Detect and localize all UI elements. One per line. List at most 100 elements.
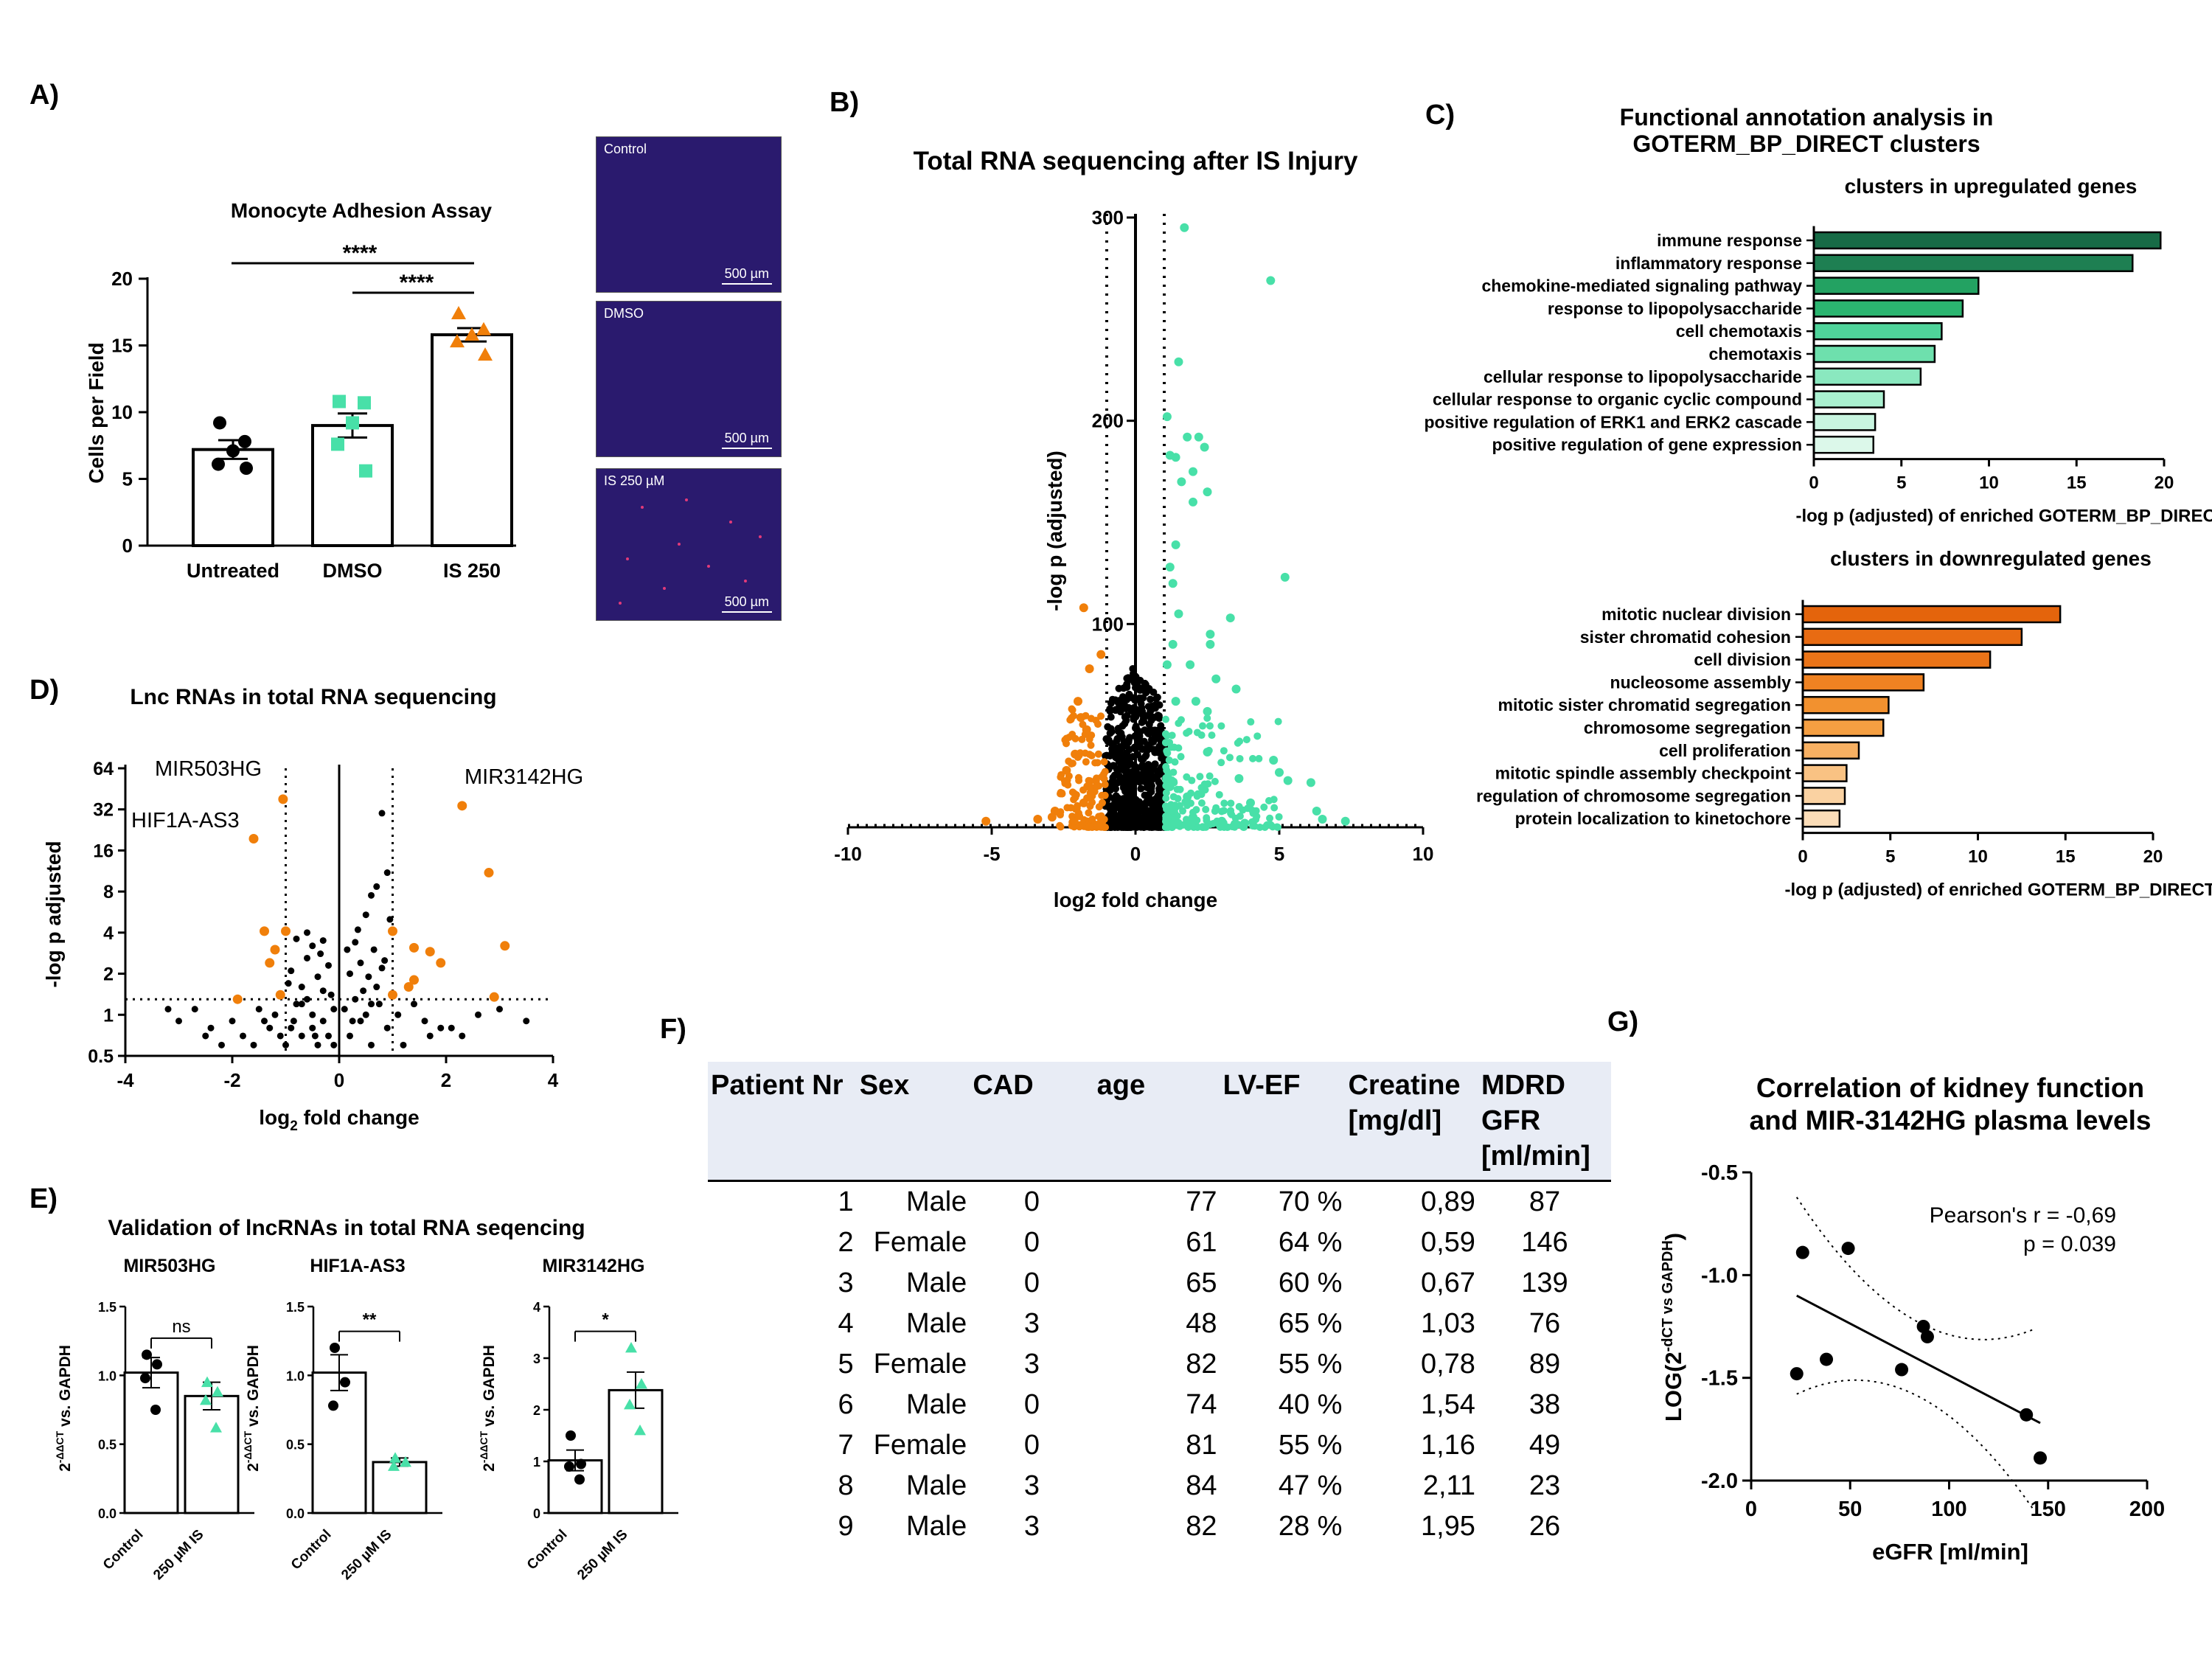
up-point — [1168, 579, 1178, 588]
significance-label: **** — [400, 271, 434, 295]
down-point — [1079, 603, 1088, 613]
table-row: 4 Male 3 48 65 % 1,03 76 — [708, 1304, 1611, 1344]
x-tick-label: 250 µM IS — [150, 1527, 206, 1583]
ns-point — [175, 1018, 182, 1025]
table-cell: 65 % — [1278, 1308, 1343, 1339]
table-row: 2 Female 0 61 64 % 0,59 146 — [708, 1222, 1611, 1263]
x-axis-label: -log p (adjusted) of enriched GOTERM_BP_… — [1784, 880, 2212, 900]
sig-point — [403, 982, 414, 992]
up-point — [1192, 806, 1200, 814]
ns-point — [1144, 686, 1152, 694]
ns-point — [400, 1041, 407, 1048]
down-point — [1063, 804, 1071, 812]
data-point — [152, 1359, 162, 1370]
ns-point — [1155, 714, 1164, 723]
down-point — [1092, 776, 1100, 785]
significance-label: ns — [172, 1317, 190, 1337]
bar — [1801, 764, 1848, 782]
up-point — [1167, 801, 1175, 809]
data-point — [201, 1376, 213, 1388]
data-point — [574, 1474, 585, 1485]
table-row: 3 Male 0 65 60 % 0,67 139 — [708, 1263, 1611, 1304]
data-point — [328, 1400, 338, 1411]
up-point — [1202, 823, 1210, 831]
table-cell: Male — [905, 1186, 967, 1217]
ns-point — [1112, 785, 1120, 793]
y-tick-label: 1.5 — [286, 1300, 305, 1315]
panel-label-e: E) — [29, 1183, 58, 1214]
chart-subtitle: clusters in upregulated genes — [1845, 175, 2138, 198]
up-point — [1208, 731, 1216, 740]
up-point — [1164, 771, 1172, 779]
up-point — [1246, 798, 1255, 807]
x-tick-label: 20 — [2143, 847, 2163, 867]
micrograph-control: Control 500 µm — [596, 136, 782, 293]
x-tick-label: -2 — [223, 1069, 240, 1091]
data-point — [330, 1343, 340, 1353]
data-point — [340, 1377, 350, 1388]
ns-point — [191, 1006, 198, 1013]
ns-point — [1128, 768, 1136, 776]
ns-point — [1110, 762, 1118, 770]
y-axis-label: -log p adjusted — [42, 841, 65, 987]
down-point — [1087, 741, 1095, 749]
sig-point — [265, 958, 275, 968]
category-label: protein localization to kinetochore — [1515, 809, 1791, 828]
down-point — [1101, 780, 1109, 788]
up-point — [1189, 497, 1197, 507]
ns-point — [459, 1032, 466, 1040]
data-point — [240, 462, 253, 476]
table-cell: 5 — [838, 1349, 854, 1380]
ns-point — [288, 967, 295, 975]
x-tick-label: 200 — [2129, 1498, 2165, 1521]
x-axis-label-rest: fold change — [298, 1106, 420, 1129]
y-axis-label-superscript: -dCT vs GAPDH — [1660, 1240, 1676, 1352]
ns-point — [1105, 804, 1113, 812]
table-cell: 0 — [1023, 1430, 1040, 1461]
ns-point — [1116, 749, 1124, 757]
y-axis-label: -log p (adjusted) — [1043, 451, 1066, 611]
data-point — [212, 1385, 223, 1397]
table-cell: 7 — [838, 1430, 854, 1461]
x-tick-label: 0 — [1130, 843, 1141, 865]
table-cell: 23 — [1528, 1470, 1561, 1501]
cell-speck — [626, 557, 629, 560]
table-cell: 82 — [1186, 1511, 1217, 1542]
up-point — [1166, 807, 1175, 815]
up-point — [1280, 572, 1290, 582]
ns-point — [1143, 728, 1151, 736]
y-axis-label-rest: vs. GAPDH — [245, 1345, 262, 1431]
ns-point — [1123, 681, 1131, 689]
up-point — [1177, 477, 1186, 487]
table-cell: 55 % — [1278, 1349, 1343, 1380]
ns-point — [1127, 790, 1135, 798]
up-point — [1174, 357, 1183, 366]
ns-point — [314, 1041, 321, 1048]
ns-point — [319, 987, 327, 995]
ns-point — [229, 1018, 236, 1025]
y-tick-label: 16 — [93, 841, 114, 861]
ns-point — [1147, 695, 1155, 703]
data-point — [1895, 1363, 1909, 1377]
category-label: chemotaxis — [1708, 344, 1802, 364]
up-point — [1189, 467, 1197, 476]
down-point — [1088, 799, 1096, 807]
up-point — [1275, 768, 1284, 777]
table-cell: 77 — [1186, 1186, 1217, 1217]
up-point — [1236, 812, 1244, 820]
ns-point — [1140, 737, 1148, 745]
y-tick-label: -2.0 — [1701, 1470, 1738, 1493]
down-point — [981, 816, 991, 826]
ns-point — [1130, 761, 1138, 769]
x-tick-label: IS 250 — [443, 560, 501, 582]
up-point — [1162, 789, 1170, 797]
ns-point — [298, 1001, 305, 1008]
sig-point — [232, 994, 243, 1004]
category-label: cellular response to lipopolysaccharide — [1484, 367, 1802, 386]
up-point — [1203, 748, 1212, 757]
data-point — [213, 416, 226, 430]
y-tick-label: 1 — [533, 1455, 540, 1470]
up-point — [1197, 799, 1206, 807]
ns-point — [330, 1006, 338, 1013]
x-tick-label: DMSO — [323, 560, 383, 582]
